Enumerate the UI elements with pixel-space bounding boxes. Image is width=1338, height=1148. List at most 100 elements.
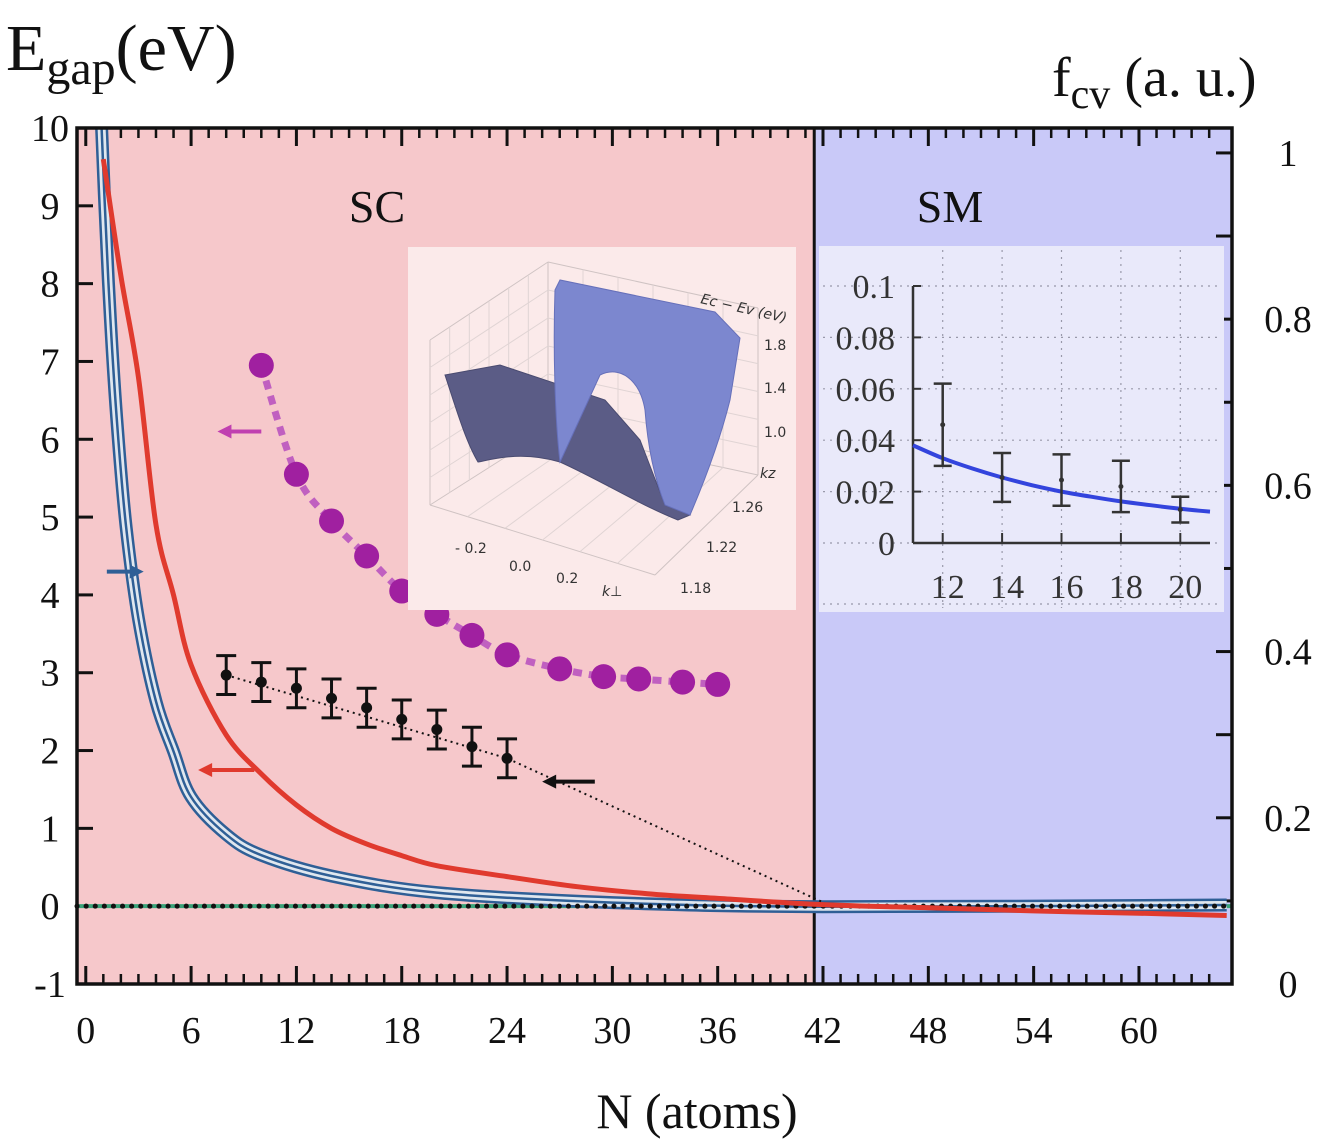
blue-arrow-right — [106, 564, 144, 579]
y-left-tick-label: 0 — [41, 886, 60, 928]
y-right-tick-label: 0.2 — [1264, 798, 1312, 840]
y-left-tick-label: -1 — [34, 964, 66, 1006]
y-right-suffix: (a. u.) — [1110, 47, 1256, 109]
y-right-tick-label: 0.8 — [1264, 299, 1312, 341]
inset-y-tick-label: 0.02 — [836, 475, 896, 512]
series-blue-fcv — [95, 128, 1227, 914]
magenta-point — [626, 666, 652, 692]
y-left-tick-label: 4 — [41, 575, 60, 617]
inset-errorbar-point — [1118, 483, 1124, 489]
magenta-point — [389, 578, 415, 604]
series-magenta-dots — [248, 352, 731, 697]
y-left-suffix: (eV) — [116, 12, 237, 85]
inset-errorbar-point — [999, 474, 1005, 480]
magenta-point — [705, 671, 731, 697]
y-left-tick-label: 1 — [41, 808, 60, 850]
red-arrow-left — [198, 763, 255, 777]
inset-errorbar-point — [1177, 507, 1183, 513]
x-axis-label: N (atoms) — [596, 1083, 797, 1139]
x-tick-label: 0 — [76, 1010, 95, 1052]
black-arrow-left — [542, 774, 595, 789]
errorbar-point — [396, 713, 408, 725]
x-tick-label: 30 — [593, 1010, 631, 1052]
axis-labels: SC SM0 6 12 18 24 30 36 42 48 54 60109876543210-110… — [6, 12, 1312, 1139]
inset-3d-kz-tick: 1.26 — [732, 500, 763, 516]
y-left-tick-label: 9 — [41, 186, 60, 228]
region-label-sc: SC — [349, 181, 405, 232]
inset-3d-kz-tick: 1.22 — [706, 540, 737, 556]
magenta-point — [319, 508, 345, 534]
inset-line-background — [819, 246, 1224, 612]
errorbar-point — [326, 692, 338, 704]
magenta-point — [547, 656, 573, 682]
x-tick-label: 12 — [277, 1010, 315, 1052]
errorbar-point — [290, 682, 302, 694]
inset-y-tick-label: 0 — [878, 526, 895, 563]
x-tick-label: 48 — [909, 1010, 947, 1052]
y-left-main: E — [6, 12, 46, 85]
inset-errorbar-point — [940, 422, 946, 428]
y-left-tick-label: 7 — [41, 341, 60, 383]
inset-3d-z-tick: 1.0 — [764, 425, 786, 441]
inset-3d-kz-tick: 1.18 — [680, 581, 711, 597]
errorbar-point — [466, 741, 478, 753]
y-right-axis-label: fcv (a. u.) — [1052, 47, 1256, 118]
y-left-tick-label: 2 — [41, 731, 60, 773]
x-tick-label: 36 — [699, 1010, 737, 1052]
y-left-tick-label: 3 — [41, 653, 60, 695]
errorbar-point — [255, 676, 267, 688]
x-tick-label: 42 — [804, 1010, 842, 1052]
region-label-sm: SM — [917, 181, 983, 232]
y-right-tick-label: 0 — [1279, 964, 1298, 1006]
y-right-tick-label: 1 — [1279, 133, 1298, 175]
y-left-tick-label: 5 — [41, 497, 60, 539]
errorbar-point — [501, 752, 513, 764]
arrow-head — [542, 774, 557, 789]
y-right-sub: cv — [1071, 72, 1111, 118]
inset-x-tick-label: 18 — [1109, 569, 1143, 606]
x-tick-label: 18 — [383, 1010, 421, 1052]
inset-3d-kperp-tick: - 0.2 — [455, 541, 487, 557]
y-left-tick-label: 6 — [41, 419, 60, 461]
inset-x-tick-label: 14 — [990, 569, 1024, 606]
magenta-point — [670, 669, 696, 695]
blue-band-core — [100, 128, 1227, 909]
magenta-point — [494, 642, 520, 668]
y-left-sub: gap — [46, 42, 115, 95]
y-left-tick-label: 8 — [41, 264, 60, 306]
inset-y-tick-label: 0.06 — [836, 372, 896, 409]
inset-3d-z-tick: 1.8 — [764, 338, 786, 354]
magenta-point — [354, 543, 380, 569]
series-layer — [74, 128, 1235, 918]
inset-line-plot: 12 14 16 18 20 0.1 0.08 0.06 0.04 0.02 0 — [819, 246, 1224, 612]
arrow-head — [198, 763, 213, 777]
arrow-head — [217, 424, 232, 439]
errorbar-point — [431, 724, 443, 736]
x-tick-label: 54 — [1015, 1010, 1053, 1052]
inset-x-tick-label: 12 — [931, 569, 965, 606]
series-red-gap — [100, 158, 1227, 918]
y-right-tick-label: 0.4 — [1264, 632, 1312, 674]
arrow-head — [129, 564, 144, 579]
errorbar-point — [220, 669, 232, 681]
inset-3d-box-edge — [654, 474, 759, 576]
series-black-dotted-fit — [225, 674, 824, 904]
inset-3d-kperp-label: k⊥ — [602, 584, 622, 600]
plot-border — [75, 126, 1234, 986]
inset-y-tick-label: 0.1 — [853, 269, 896, 306]
x-tick-label: 6 — [182, 1010, 201, 1052]
inset-errorbar-point — [1059, 477, 1064, 483]
y-right-tick-label: 0.6 — [1264, 465, 1312, 507]
magenta-point — [283, 461, 309, 487]
inset-3d-z-tick: 1.4 — [764, 381, 786, 397]
y-right-main: f — [1052, 47, 1071, 109]
magenta-point — [591, 664, 617, 690]
inset-3d-kperp-tick: 0.0 — [509, 559, 531, 575]
x-tick-label: 60 — [1120, 1010, 1158, 1052]
magenta-point — [248, 352, 274, 378]
y-left-tick-label: 10 — [31, 108, 69, 150]
magenta-arrow-left — [217, 424, 262, 439]
series-black-errorbars — [216, 654, 518, 780]
